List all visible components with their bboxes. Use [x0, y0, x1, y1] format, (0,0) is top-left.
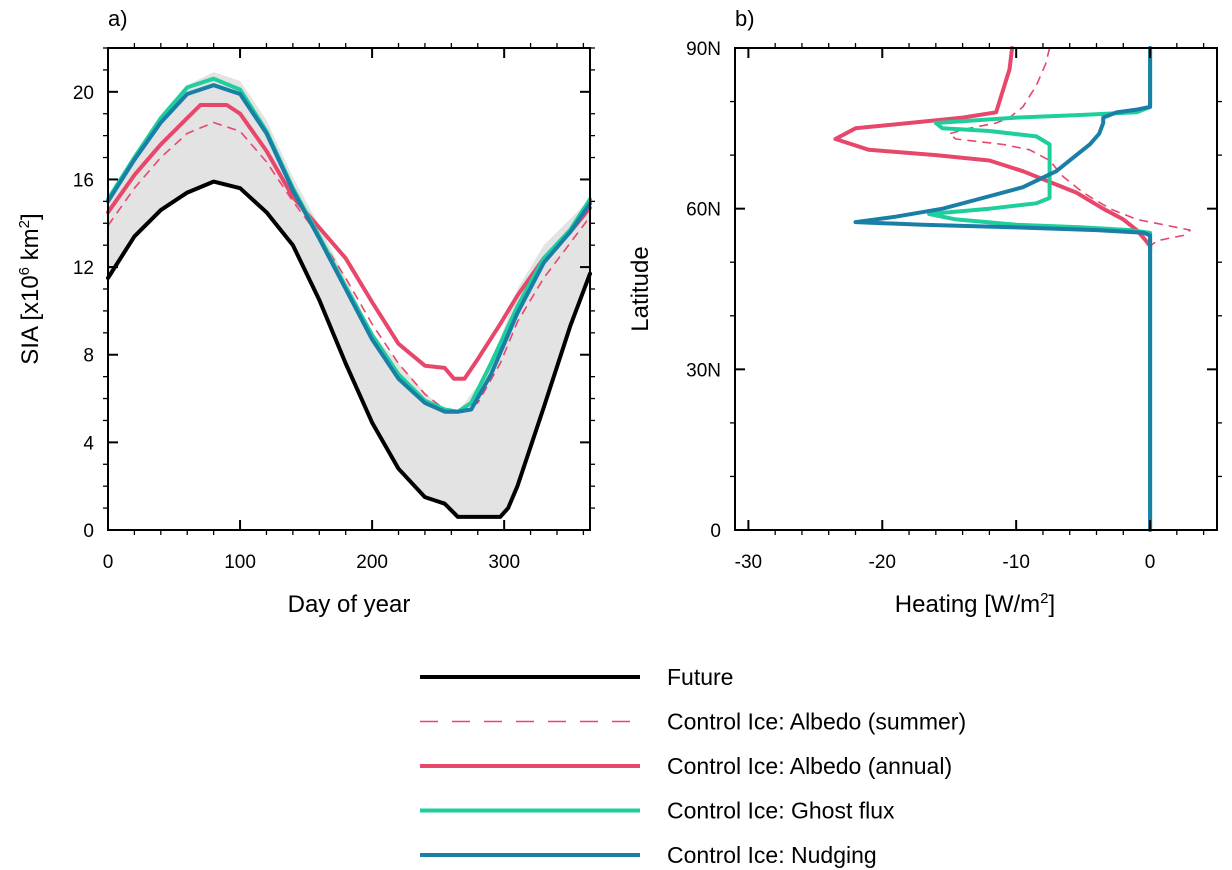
- x-tick-label: 100: [224, 552, 256, 573]
- panel-a-ticks: 0 100 200 300 0 4 8 12 16 20: [73, 43, 595, 573]
- legend: Future Control Ice: Albedo (summer) Contro…: [420, 664, 966, 868]
- legend-label-albedo-summer: Control Ice: Albedo (summer): [667, 709, 966, 735]
- series-line-nudging: [853, 46, 1153, 532]
- panel-b-x-axis-title: Heating [W/m2]: [895, 590, 1055, 618]
- panel-a-x-axis-title: Day of year: [288, 591, 411, 618]
- y-tick-label: 20: [73, 83, 94, 104]
- y-tick-label: 30N: [686, 360, 721, 381]
- panel-b-plot-data: [833, 46, 1191, 532]
- series-line-nudging: [106, 83, 592, 414]
- x-tick-label: -30: [735, 552, 762, 573]
- y-tick-label: 16: [73, 170, 94, 191]
- series-line-albedo-annual: [833, 46, 1153, 254]
- panel-a-y-axis-title: SIA [x106 km2]: [16, 213, 44, 364]
- y-tick-label: 12: [73, 258, 94, 279]
- panel-a-sia-chart: a) 0 100 200 300 0 4 8 12 16 20 Day of year SIA […: [16, 6, 595, 618]
- series-line-future: [106, 179, 592, 519]
- panel-b-frame: [734, 47, 1218, 531]
- legend-label-future: Future: [667, 664, 733, 690]
- series-line-ghost-flux: [106, 76, 592, 414]
- panel-b-ticks: -30 -20 -10 0 0 30N 60N 90N: [686, 39, 1222, 573]
- panel-b-heating-chart: b) -30 -20 -10 0 0 30N 60N 90N Heating [W/m2] L…: [627, 6, 1222, 618]
- legend-label-ghost-flux: Control Ice: Ghost flux: [667, 798, 895, 824]
- panel-b-label: b): [735, 6, 755, 31]
- series-line-albedo-annual: [106, 103, 592, 381]
- y-tick-label: 90N: [686, 39, 721, 60]
- panel-a-plot-data: [106, 72, 592, 519]
- y-tick-label: 8: [83, 346, 94, 367]
- panel-a-label: a): [108, 6, 128, 31]
- y-tick-label: 4: [83, 433, 94, 454]
- x-tick-label: 0: [103, 552, 114, 573]
- legend-label-albedo-annual: Control Ice: Albedo (annual): [667, 753, 952, 779]
- y-tick-label: 0: [83, 521, 94, 542]
- x-tick-label: 200: [356, 552, 388, 573]
- x-tick-label: 0: [1145, 552, 1156, 573]
- series-line-ghost-flux: [927, 46, 1153, 532]
- x-tick-label: -20: [869, 552, 896, 573]
- x-tick-label: 300: [488, 552, 520, 573]
- y-tick-label: 60N: [686, 200, 721, 221]
- y-tick-label: 0: [710, 521, 721, 542]
- x-tick-label: -10: [1002, 552, 1029, 573]
- panel-b-y-axis-title: Latitude: [627, 246, 654, 331]
- series-line-albedo-summer: [107, 121, 591, 413]
- legend-label-nudging: Control Ice: Nudging: [667, 842, 877, 868]
